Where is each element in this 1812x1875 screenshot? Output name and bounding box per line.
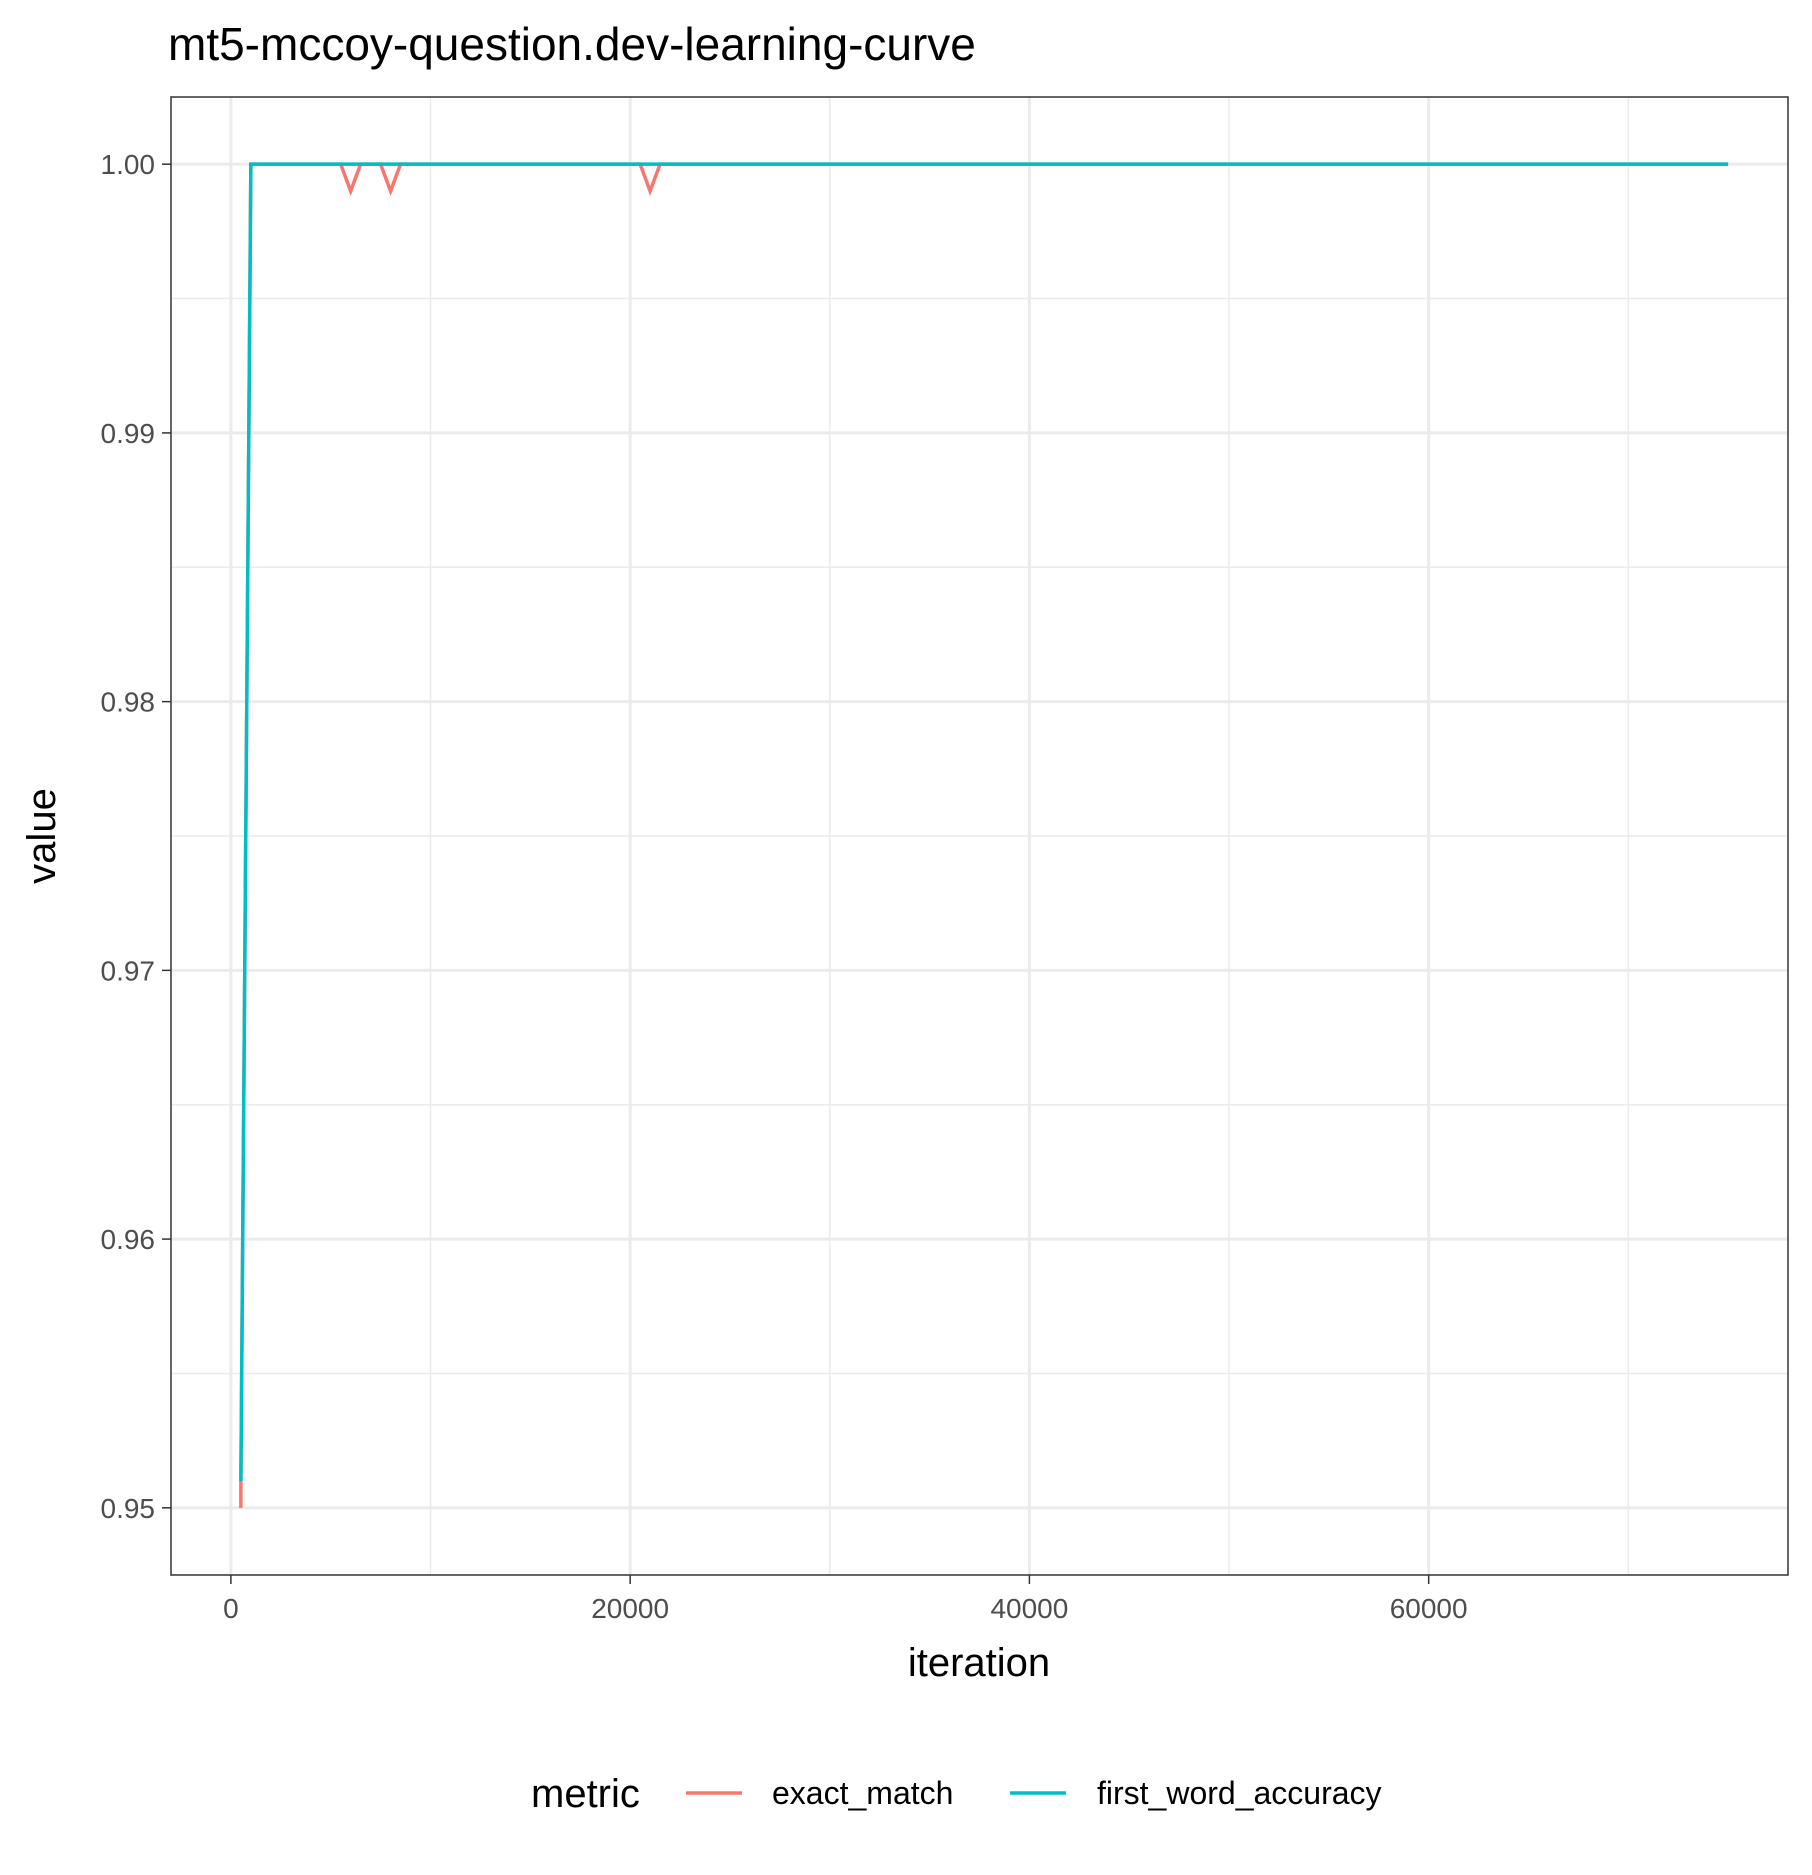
y-axis: 0.95 0.96 0.97 0.98 0.99 1.00	[101, 149, 171, 1524]
y-axis-title: value	[20, 788, 64, 884]
x-axis: 0 20000 40000 60000	[223, 1575, 1468, 1624]
y-tick-label: 0.99	[101, 418, 156, 449]
legend-label-first-word-accuracy: first_word_accuracy	[1097, 1775, 1382, 1811]
series-lines	[239, 162, 1729, 1508]
legend: metric exact_match first_word_accuracy	[531, 1772, 1382, 1816]
y-tick-label: 0.95	[101, 1493, 156, 1524]
x-tick-label: 0	[223, 1593, 239, 1624]
x-tick-label: 20000	[591, 1593, 669, 1624]
series-line-first-word-accuracy	[239, 162, 1729, 1481]
y-tick-label: 1.00	[101, 149, 156, 180]
y-tick-label: 0.96	[101, 1224, 156, 1255]
chart-title: mt5-mccoy-question.dev-learning-curve	[168, 18, 976, 70]
x-axis-title: iteration	[908, 1641, 1050, 1685]
plot-border	[170, 96, 1789, 1576]
legend-title: metric	[531, 1772, 640, 1816]
y-tick-label: 0.98	[101, 687, 156, 718]
x-tick-label: 60000	[1390, 1593, 1468, 1624]
y-tick-label: 0.97	[101, 955, 156, 986]
x-tick-label: 40000	[990, 1593, 1068, 1624]
minor-gridlines	[171, 97, 1788, 1575]
legend-label-exact-match: exact_match	[772, 1775, 953, 1811]
